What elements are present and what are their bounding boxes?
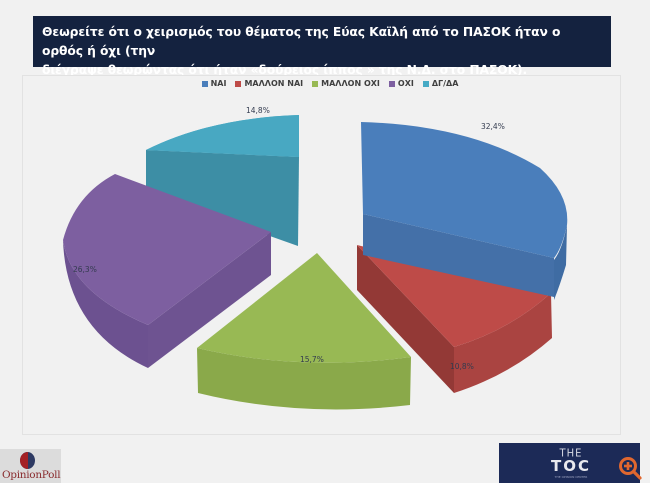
legend-item-mallon-nai: ΜΑΛΛΟΝ ΝΑΙ: [235, 79, 303, 88]
slice-mallon-oxi: [197, 253, 411, 410]
toc-main-text: TOC: [551, 457, 591, 475]
label-nai: 32,4%: [481, 122, 505, 131]
legend-item-mallon-oxi: ΜΑΛΛΟΝ ΟΧΙ: [312, 79, 380, 88]
legend-swatch: [201, 80, 208, 87]
legend-swatch: [312, 80, 319, 87]
legend-item-dg-da: ΔΓ/ΔΑ: [422, 79, 459, 88]
label-oxi: 26,3%: [73, 265, 97, 274]
slice-nai: [361, 122, 568, 300]
legend-swatch: [422, 80, 429, 87]
legend-label: ΜΑΛΛΟΝ ΟΧΙ: [321, 79, 380, 88]
legend-item-nai: ΝΑΙ: [201, 79, 227, 88]
chart-legend: ΝΑΙ ΜΑΛΛΟΝ ΝΑΙ ΜΑΛΛΟΝ ΟΧΙ ΟΧΙ ΔΓ/ΔΑ: [0, 79, 650, 88]
legend-swatch: [235, 80, 242, 87]
question-text: Θεωρείτε ότι ο χειρισμός του θέματος της…: [42, 23, 602, 80]
legend-label: ΟΧΙ: [397, 79, 414, 88]
question-line-1: Θεωρείτε ότι ο χειρισμός του θέματος της…: [42, 25, 561, 58]
legend-item-oxi: ΟΧΙ: [388, 79, 414, 88]
legend-label: ΝΑΙ: [210, 79, 227, 88]
slice-mallon-nai: [357, 245, 552, 393]
slice-oxi: [63, 174, 271, 368]
opinion-poll-wordmark: OpinionPoll: [2, 469, 61, 481]
question-line-2: διέγραψε θεωρώντας ότι ήταν «δούρειος ίπ…: [42, 63, 528, 77]
slice-dg-da: [146, 115, 299, 246]
legend-swatch: [388, 80, 395, 87]
label-dg-da: 14,8%: [246, 106, 270, 115]
legend-label: ΜΑΛΛΟΝ ΝΑΙ: [244, 79, 304, 88]
the-toc-logo: THE TOC THE OPINION CENTER: [499, 443, 640, 483]
zoom-in-icon[interactable]: [617, 455, 643, 481]
opinion-poll-logo: OpinionPoll: [0, 449, 61, 483]
label-mallon-nai: 10,8%: [450, 362, 474, 371]
toc-the-text: THE: [559, 447, 583, 460]
label-mallon-oxi: 15,7%: [300, 355, 324, 364]
opinion-poll-pie-icon: [20, 452, 35, 469]
question-header: Θεωρείτε ότι ο χειρισμός του θέματος της…: [33, 16, 611, 77]
legend-label: ΔΓ/ΔΑ: [431, 79, 459, 88]
toc-sub-text: THE OPINION CENTER: [554, 475, 588, 479]
